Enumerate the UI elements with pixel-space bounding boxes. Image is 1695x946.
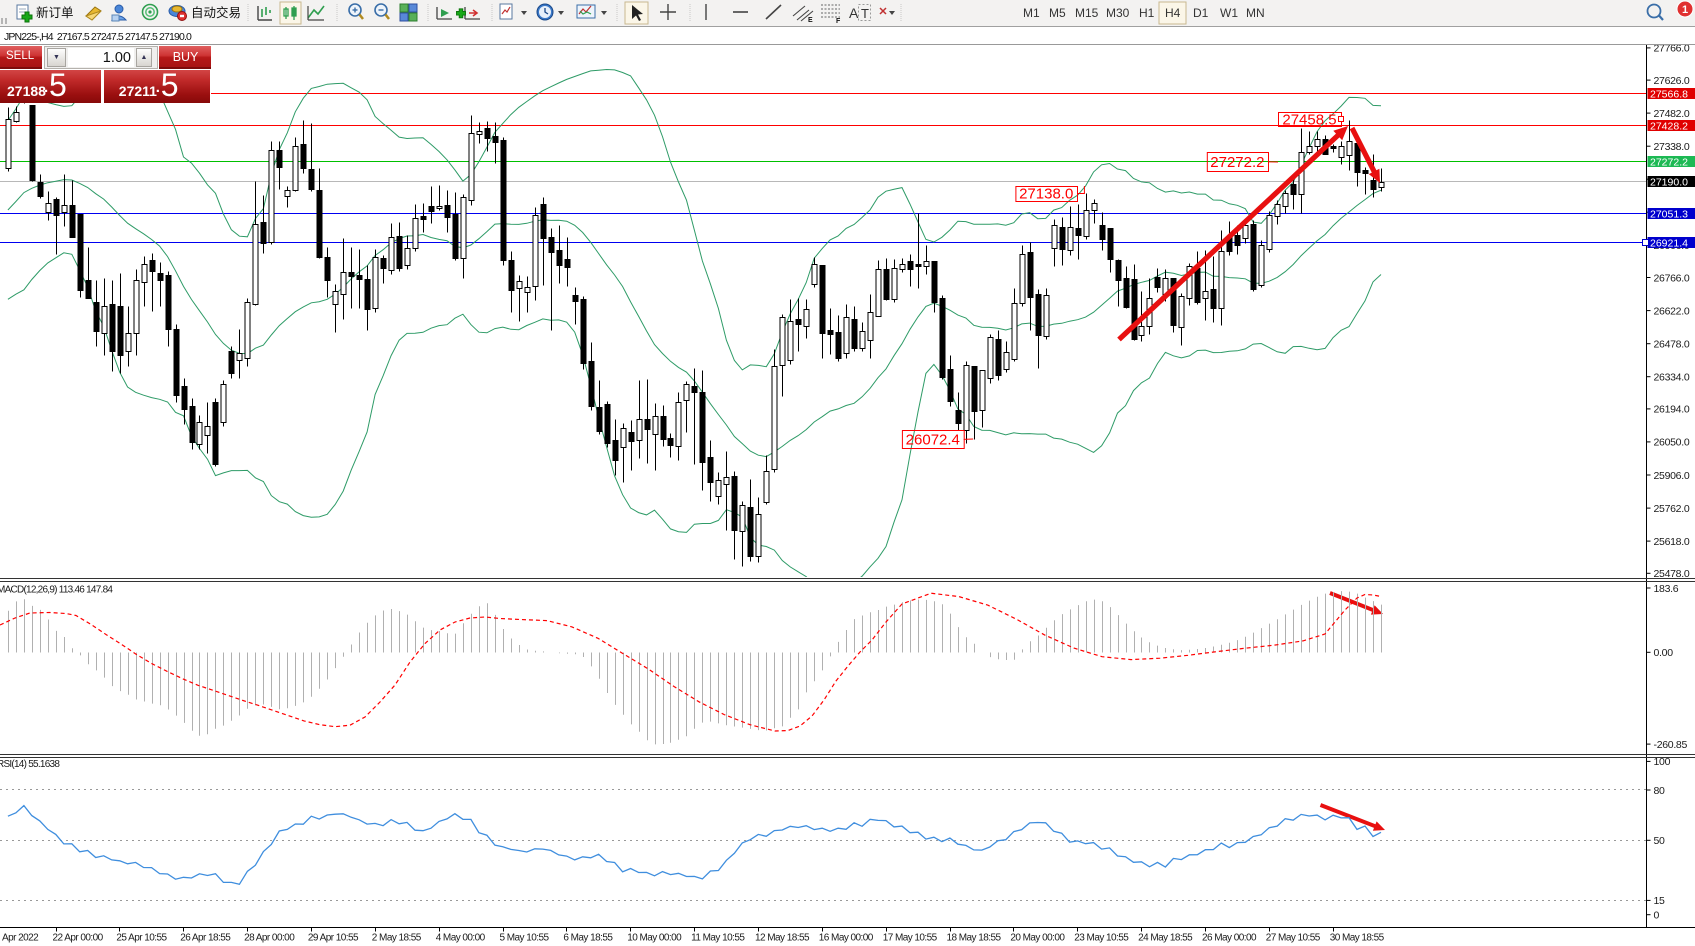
svg-text:2 May 18:55: 2 May 18:55: [372, 933, 422, 944]
svg-text:22 Apr 00:00: 22 Apr 00:00: [53, 933, 104, 944]
svg-text:27272.2: 27272.2: [1210, 154, 1264, 171]
svg-text:27272.2: 27272.2: [1650, 156, 1688, 168]
svg-text:27566.8: 27566.8: [1650, 88, 1688, 100]
svg-text:MN: MN: [1246, 6, 1265, 20]
svg-text:27138.0: 27138.0: [1019, 186, 1073, 203]
svg-text:-260.85: -260.85: [1654, 739, 1688, 751]
svg-text:自动交易: 自动交易: [191, 5, 241, 20]
svg-text:M1: M1: [1023, 6, 1040, 20]
svg-text:M30: M30: [1106, 6, 1130, 20]
svg-text:11 May 10:55: 11 May 10:55: [691, 933, 745, 944]
svg-text:27051.3: 27051.3: [1650, 208, 1688, 220]
svg-text:MACD(12,26,9) 113.46 147.84: MACD(12,26,9) 113.46 147.84: [0, 584, 113, 595]
svg-text:25762.0: 25762.0: [1654, 503, 1690, 515]
svg-text:18 May 18:55: 18 May 18:55: [947, 933, 1002, 944]
svg-text:26050.0: 26050.0: [1654, 437, 1690, 449]
svg-text:27428.2: 27428.2: [1650, 120, 1688, 132]
svg-text:26334.0: 26334.0: [1654, 372, 1690, 384]
svg-text:A: A: [849, 5, 859, 21]
svg-text:28 Apr 00:00: 28 Apr 00:00: [244, 933, 295, 944]
svg-text:16 May 00:00: 16 May 00:00: [819, 933, 874, 944]
svg-text:17 May 10:55: 17 May 10:55: [883, 933, 938, 944]
svg-text:26622.0: 26622.0: [1654, 305, 1690, 317]
svg-text:26478.0: 26478.0: [1654, 339, 1690, 351]
svg-text:15: 15: [1654, 895, 1666, 907]
svg-text:26194.0: 26194.0: [1654, 404, 1690, 416]
svg-text:H4: H4: [1165, 6, 1181, 20]
svg-text:183.6: 183.6: [1654, 583, 1679, 595]
svg-text:26766.0: 26766.0: [1654, 272, 1690, 284]
svg-text:25 Apr 10:55: 25 Apr 10:55: [116, 933, 167, 944]
svg-text:24 May 18:55: 24 May 18:55: [1138, 933, 1193, 944]
svg-text:30 May 18:55: 30 May 18:55: [1330, 933, 1385, 944]
svg-text:1: 1: [1682, 4, 1688, 16]
svg-text:27766.0: 27766.0: [1654, 43, 1690, 55]
svg-text:Apr 2022: Apr 2022: [2, 933, 39, 944]
svg-text:W1: W1: [1220, 6, 1238, 20]
svg-text:H1: H1: [1139, 6, 1155, 20]
svg-text:12 May 18:55: 12 May 18:55: [755, 933, 810, 944]
svg-text:27 May 10:55: 27 May 10:55: [1266, 933, 1321, 944]
svg-text:0.00: 0.00: [1654, 647, 1674, 659]
svg-text:27338.0: 27338.0: [1654, 141, 1690, 153]
svg-text:F: F: [836, 18, 841, 25]
svg-text:25618.0: 25618.0: [1654, 536, 1690, 548]
svg-text:M15: M15: [1075, 6, 1099, 20]
svg-text:100: 100: [1654, 756, 1671, 768]
svg-text:50: 50: [1654, 835, 1666, 847]
svg-text:0: 0: [1654, 910, 1660, 922]
svg-text:20 May 00:00: 20 May 00:00: [1010, 933, 1065, 944]
svg-text:25906.0: 25906.0: [1654, 470, 1690, 482]
svg-text:26 Apr 18:55: 26 Apr 18:55: [180, 933, 231, 944]
svg-text:4 May 00:00: 4 May 00:00: [436, 933, 486, 944]
svg-text:80: 80: [1654, 785, 1666, 797]
svg-text:26921.4: 26921.4: [1650, 237, 1688, 249]
svg-text:26 May 00:00: 26 May 00:00: [1202, 933, 1257, 944]
svg-text:27458.5: 27458.5: [1282, 112, 1336, 129]
svg-text:E: E: [808, 17, 813, 24]
svg-text:27626.0: 27626.0: [1654, 75, 1690, 87]
svg-text:T: T: [861, 6, 869, 21]
svg-text:新订单: 新订单: [36, 5, 74, 20]
svg-text:D1: D1: [1193, 6, 1209, 20]
svg-text:26072.4: 26072.4: [906, 432, 960, 449]
svg-text:23 May 10:55: 23 May 10:55: [1074, 933, 1129, 944]
svg-text:5 May 10:55: 5 May 10:55: [500, 933, 550, 944]
svg-text:6 May 18:55: 6 May 18:55: [563, 933, 613, 944]
svg-text:27482.0: 27482.0: [1654, 108, 1690, 120]
svg-text:25478.0: 25478.0: [1654, 568, 1690, 580]
svg-text:10 May 00:00: 10 May 00:00: [627, 933, 682, 944]
svg-text:27190.0: 27190.0: [1650, 176, 1688, 188]
svg-text:M5: M5: [1049, 6, 1066, 20]
svg-text:RSI(14) 55.1638: RSI(14) 55.1638: [0, 759, 60, 770]
svg-text:29 Apr 10:55: 29 Apr 10:55: [308, 933, 359, 944]
